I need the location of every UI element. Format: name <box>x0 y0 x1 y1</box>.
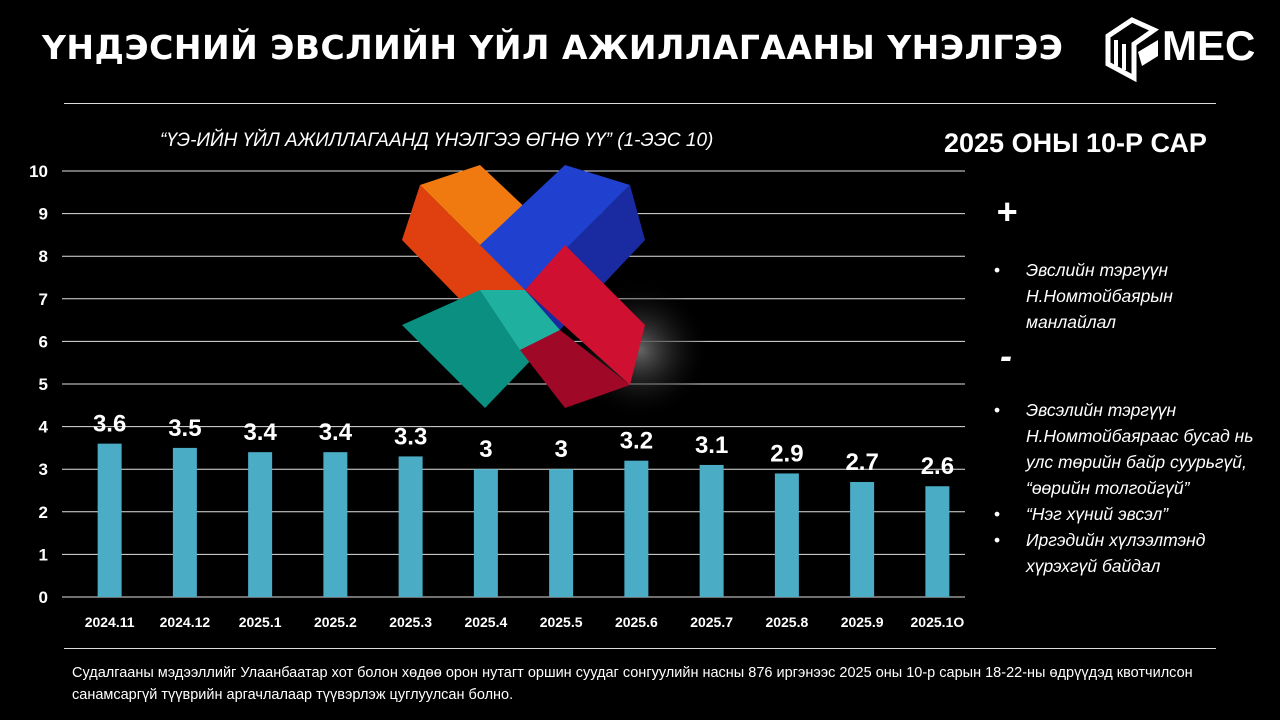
bar <box>699 464 724 597</box>
x-tick-label: 2025.7 <box>690 614 733 630</box>
data-label: 3.5 <box>168 415 201 442</box>
x-tick-label: 2025.5 <box>540 614 583 630</box>
data-label: 2.9 <box>770 440 803 467</box>
x-tick-label: 2025.2 <box>314 614 357 630</box>
x-tick-label: 2024.12 <box>160 614 211 630</box>
x-tick-label: 2025.1O <box>911 614 965 630</box>
y-tick-label: 2 <box>39 503 48 522</box>
minus-item: Эвсэлийн тэргүүн Н.Номтойбаяраас бусад н… <box>990 397 1270 501</box>
x-tick-label: 2025.9 <box>841 614 884 630</box>
bar <box>172 447 197 597</box>
footer-divider <box>64 648 1216 649</box>
header-divider <box>64 103 1216 104</box>
data-label: 3 <box>554 436 567 463</box>
cube-logo-icon <box>1105 17 1160 83</box>
bar <box>925 486 950 597</box>
chart-title: “ҮЭ-ИЙН ҮЙЛ АЖИЛЛАГААНД ҮНЭЛГЭЭ ӨГНӨ ҮҮ”… <box>160 130 714 151</box>
bar-chart: 0 1 2 3 4 5 6 7 8 9 10 3.6 2024.11 3.5 2024.12 3.4 2025… <box>29 162 965 630</box>
mec-logo: MEC <box>1104 16 1264 83</box>
data-label: 3.1 <box>695 432 728 459</box>
data-label: 2.6 <box>921 453 954 480</box>
y-tick-label: 3 <box>39 460 48 479</box>
bar <box>850 481 875 597</box>
bar <box>549 469 574 597</box>
y-tick-label: 7 <box>39 290 48 309</box>
x-emblem-icon <box>402 165 710 420</box>
y-tick-label: 4 <box>39 418 49 437</box>
plus-sign: + <box>996 191 1018 232</box>
y-tick-label: 10 <box>29 162 48 181</box>
y-tick-label: 1 <box>39 545 48 564</box>
y-tick-label: 0 <box>39 588 48 607</box>
x-tick-label: 2025.8 <box>765 614 808 630</box>
y-tick-label: 8 <box>39 247 48 266</box>
minus-item: “Нэг хүний эвсэл” <box>990 501 1270 527</box>
x-tick-label: 2024.11 <box>85 614 135 630</box>
bar <box>97 443 122 597</box>
data-label: 3.4 <box>319 419 353 446</box>
bar <box>774 473 799 597</box>
logo-text: MEC <box>1162 22 1256 69</box>
x-tick-label: 2025.4 <box>464 614 507 630</box>
plus-item: Эвслийн тэргүүн Н.Номтойбаярын манлайлал <box>990 257 1250 335</box>
bar <box>624 460 649 597</box>
bar <box>323 452 348 597</box>
data-label: 3 <box>479 436 492 463</box>
bar <box>398 456 423 597</box>
data-label: 3.3 <box>394 423 427 450</box>
data-label: 3.2 <box>620 428 653 455</box>
period-label: 2025 ОНЫ 10-Р САР <box>944 128 1207 158</box>
page-title: ҮНДЭСНИЙ ЭВСЛИЙН ҮЙЛ АЖИЛЛАГААНЫ ҮНЭЛГЭЭ <box>42 28 1064 67</box>
x-tick-label: 2025.1 <box>239 614 282 630</box>
x-tick-label: 2025.3 <box>389 614 432 630</box>
x-tick-label: 2025.6 <box>615 614 658 630</box>
bar <box>248 452 273 597</box>
data-label: 2.7 <box>845 449 878 476</box>
minus-item: Иргэдийн хүлээлтэнд хүрэхгүй байдал <box>990 527 1270 579</box>
minus-sign: - <box>1000 335 1012 376</box>
data-label: 3.6 <box>93 411 126 438</box>
y-tick-label: 6 <box>39 332 48 351</box>
y-tick-label: 5 <box>39 375 48 394</box>
data-label: 3.4 <box>243 419 277 446</box>
y-tick-label: 9 <box>39 205 48 224</box>
footer-note: Судалгааны мэдээллийг Улаанбаатар хот бо… <box>72 665 1193 703</box>
bar <box>473 469 498 597</box>
